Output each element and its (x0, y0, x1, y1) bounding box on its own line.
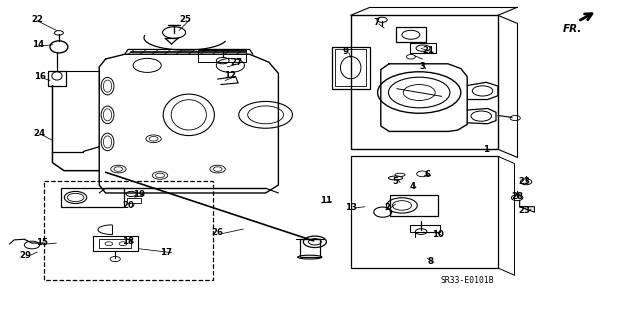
Bar (410, 43, 436, 53)
Text: 11: 11 (321, 197, 332, 205)
Text: FR.: FR. (563, 24, 582, 33)
Text: 17: 17 (161, 248, 172, 256)
Text: 25: 25 (180, 15, 191, 24)
Text: 8: 8 (427, 257, 433, 266)
Bar (410, 225, 440, 232)
Text: 18: 18 (122, 237, 134, 246)
Text: 13: 13 (345, 203, 356, 212)
Bar (332, 47, 370, 89)
Bar (99, 239, 131, 248)
Text: 29: 29 (20, 251, 31, 260)
Text: SR33-E0101B: SR33-E0101B (440, 276, 494, 285)
Text: 27: 27 (231, 58, 243, 67)
Text: 14: 14 (33, 40, 44, 49)
Bar (351, 156, 498, 268)
Text: 4: 4 (410, 182, 416, 191)
Text: 20: 20 (122, 201, 134, 210)
Text: 26: 26 (212, 228, 223, 237)
Bar (198, 50, 246, 62)
Text: 1: 1 (483, 145, 490, 154)
Bar (390, 195, 438, 216)
Bar (335, 49, 366, 86)
Text: 24: 24 (34, 130, 45, 138)
Bar (93, 236, 138, 251)
Bar (61, 188, 124, 207)
Bar (48, 71, 66, 86)
Text: 5: 5 (392, 177, 399, 186)
Text: 28: 28 (511, 192, 523, 201)
Text: 23: 23 (519, 177, 531, 186)
Text: 15: 15 (36, 238, 47, 247)
Text: 12: 12 (225, 71, 236, 80)
Text: 9: 9 (342, 47, 349, 56)
Text: 10: 10 (433, 230, 444, 239)
Text: 6: 6 (424, 170, 431, 179)
Bar (396, 27, 426, 42)
Bar (127, 198, 141, 203)
Bar (351, 15, 498, 149)
Text: 21: 21 (423, 46, 435, 55)
Text: 23: 23 (519, 206, 531, 215)
Text: 22: 22 (31, 15, 43, 24)
Text: 3: 3 (419, 63, 426, 71)
Bar (44, 181, 213, 280)
Text: 16: 16 (34, 72, 45, 81)
Bar (300, 239, 320, 257)
Text: 2: 2 (384, 203, 390, 212)
Text: 19: 19 (134, 190, 145, 199)
Text: 7: 7 (373, 19, 380, 27)
